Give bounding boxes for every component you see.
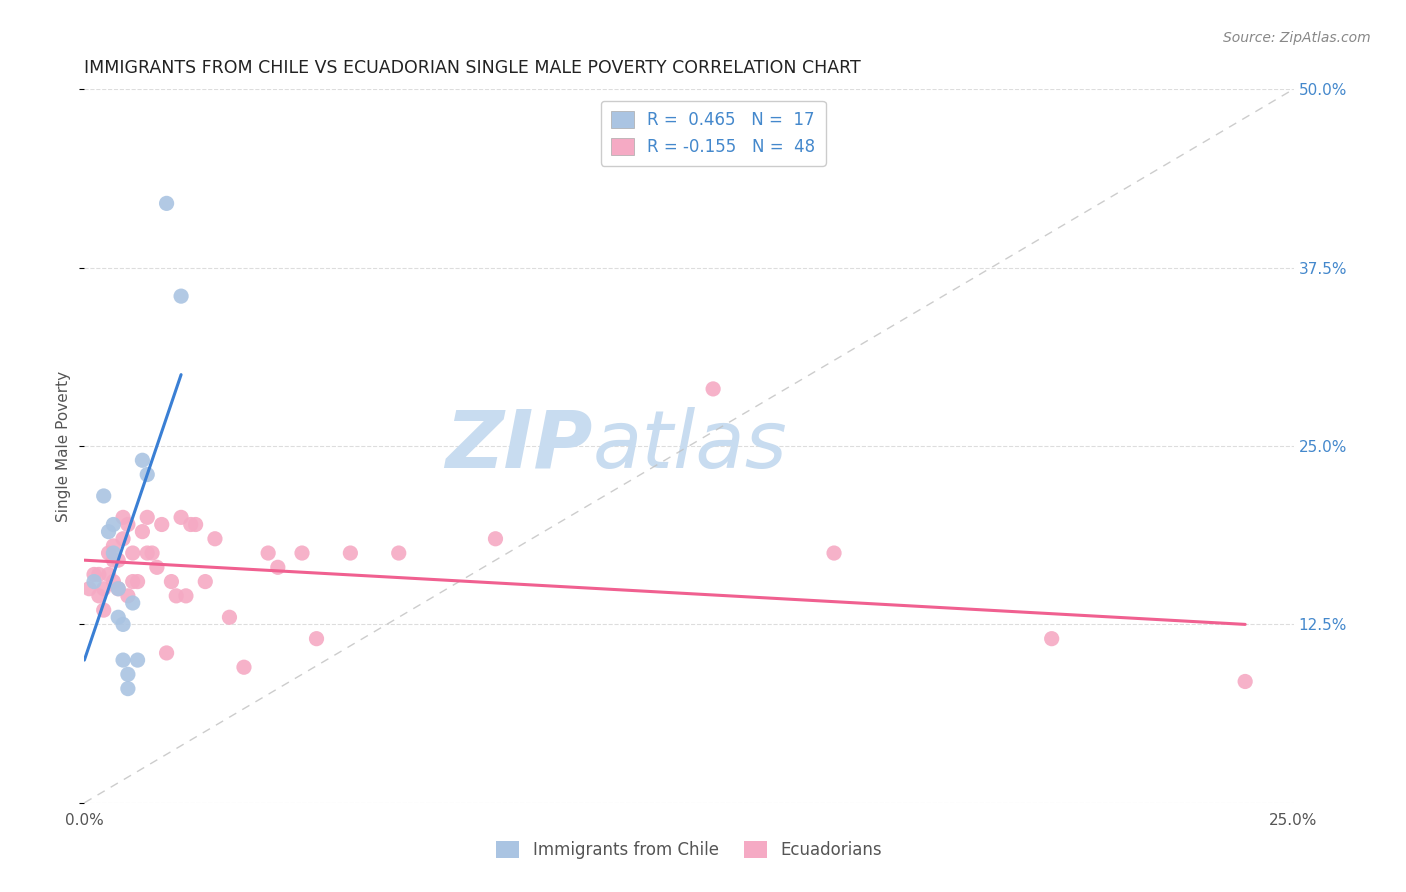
- Point: [103, 574, 125, 589]
- Point: [204, 532, 226, 546]
- Point: [97, 524, 120, 539]
- Text: IMMIGRANTS FROM CHILE VS ECUADORIAN SINGLE MALE POVERTY CORRELATION CHART: IMMIGRANTS FROM CHILE VS ECUADORIAN SING…: [84, 59, 860, 77]
- Point: [83, 574, 105, 589]
- Point: [87, 589, 110, 603]
- Point: [155, 196, 177, 211]
- Legend: Immigrants from Chile, Ecuadorians: Immigrants from Chile, Ecuadorians: [489, 834, 889, 866]
- Point: [702, 382, 724, 396]
- Point: [146, 560, 169, 574]
- Point: [121, 596, 143, 610]
- Point: [117, 667, 139, 681]
- Point: [112, 617, 135, 632]
- Point: [127, 653, 149, 667]
- Point: [170, 289, 193, 303]
- Point: [131, 524, 153, 539]
- Point: [1234, 674, 1257, 689]
- Point: [233, 660, 256, 674]
- Point: [1040, 632, 1063, 646]
- Point: [112, 532, 135, 546]
- Point: [87, 567, 110, 582]
- Point: [77, 582, 100, 596]
- Point: [103, 539, 125, 553]
- Point: [103, 517, 125, 532]
- Point: [93, 603, 115, 617]
- Point: [83, 567, 105, 582]
- Point: [117, 517, 139, 532]
- Point: [127, 574, 149, 589]
- Point: [131, 453, 153, 467]
- Point: [180, 517, 202, 532]
- Point: [141, 546, 163, 560]
- Point: [339, 546, 361, 560]
- Y-axis label: Single Male Poverty: Single Male Poverty: [56, 370, 72, 522]
- Point: [160, 574, 183, 589]
- Point: [121, 574, 143, 589]
- Point: [107, 610, 129, 624]
- Point: [117, 681, 139, 696]
- Point: [257, 546, 280, 560]
- Point: [291, 546, 314, 560]
- Point: [136, 510, 159, 524]
- Point: [194, 574, 217, 589]
- Point: [117, 589, 139, 603]
- Point: [136, 467, 159, 482]
- Point: [107, 553, 129, 567]
- Point: [218, 610, 240, 624]
- Point: [155, 646, 177, 660]
- Point: [97, 546, 120, 560]
- Point: [305, 632, 328, 646]
- Point: [136, 546, 159, 560]
- Point: [823, 546, 845, 560]
- Point: [121, 546, 143, 560]
- Point: [103, 546, 125, 560]
- Point: [103, 553, 125, 567]
- Point: [484, 532, 506, 546]
- Point: [107, 582, 129, 596]
- Point: [267, 560, 290, 574]
- Point: [184, 517, 207, 532]
- Point: [107, 582, 129, 596]
- Text: atlas: atlas: [592, 407, 787, 485]
- Point: [165, 589, 187, 603]
- Point: [170, 510, 193, 524]
- Point: [150, 517, 173, 532]
- Point: [93, 582, 115, 596]
- Point: [93, 489, 115, 503]
- Point: [174, 589, 197, 603]
- Text: Source: ZipAtlas.com: Source: ZipAtlas.com: [1223, 31, 1371, 45]
- Point: [97, 567, 120, 582]
- Point: [388, 546, 411, 560]
- Text: ZIP: ZIP: [444, 407, 592, 485]
- Point: [112, 653, 135, 667]
- Point: [112, 510, 135, 524]
